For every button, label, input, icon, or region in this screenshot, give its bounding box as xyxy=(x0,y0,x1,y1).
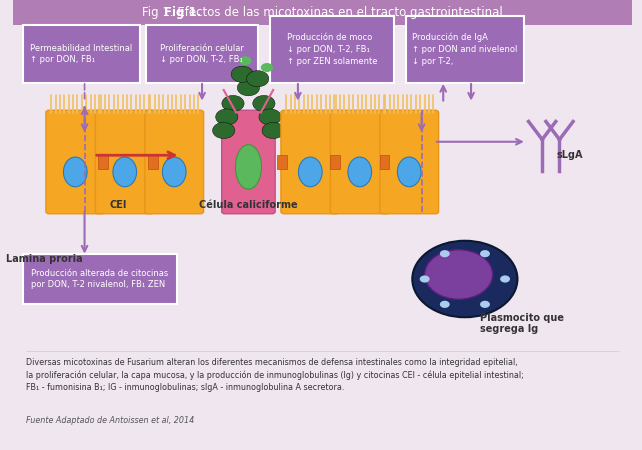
FancyBboxPatch shape xyxy=(221,110,275,214)
Text: Plasmocito que
segrega Ig: Plasmocito que segrega Ig xyxy=(480,313,564,334)
Text: Fuente Adaptado de Antoissen et al, 2014: Fuente Adaptado de Antoissen et al, 2014 xyxy=(26,416,194,425)
FancyBboxPatch shape xyxy=(22,25,140,83)
FancyBboxPatch shape xyxy=(406,16,524,83)
Ellipse shape xyxy=(397,157,421,187)
Text: Permeabilidad Intestinal
↑ por DON, FB₁: Permeabilidad Intestinal ↑ por DON, FB₁ xyxy=(30,44,133,64)
Circle shape xyxy=(480,301,490,308)
FancyBboxPatch shape xyxy=(380,110,438,214)
Ellipse shape xyxy=(162,157,186,187)
FancyBboxPatch shape xyxy=(46,110,105,214)
Circle shape xyxy=(424,250,492,299)
Ellipse shape xyxy=(348,157,372,187)
Bar xyxy=(148,155,157,169)
Circle shape xyxy=(253,95,275,112)
Circle shape xyxy=(231,66,254,82)
Circle shape xyxy=(420,275,429,283)
FancyBboxPatch shape xyxy=(270,16,394,83)
Text: Producción de moco
↓ por DON, T-2, FB₁
↑ por ZEN solamente: Producción de moco ↓ por DON, T-2, FB₁ ↑… xyxy=(287,33,377,66)
Circle shape xyxy=(213,122,235,139)
Circle shape xyxy=(247,71,269,87)
Text: Lamina proria: Lamina proria xyxy=(6,254,83,264)
Text: Diversas micotoxinas de Fusarium alteran los diferentes mecanismos de defensa in: Diversas micotoxinas de Fusarium alteran… xyxy=(26,358,524,392)
Text: sLgA: sLgA xyxy=(557,150,583,160)
FancyBboxPatch shape xyxy=(146,25,257,83)
Text: Fig 1. Efectos de las micotoxinas en el tracto gastrointestinal: Fig 1. Efectos de las micotoxinas en el … xyxy=(143,6,503,19)
Ellipse shape xyxy=(64,157,87,187)
FancyBboxPatch shape xyxy=(281,110,340,214)
Circle shape xyxy=(222,95,244,112)
Text: Producción alterada de citocinas
por DON, T-2 nivalenol, FB₁ ZEN: Producción alterada de citocinas por DON… xyxy=(31,269,169,289)
Circle shape xyxy=(259,109,281,125)
Circle shape xyxy=(440,250,450,257)
Circle shape xyxy=(238,80,259,96)
Bar xyxy=(330,155,340,169)
FancyBboxPatch shape xyxy=(331,110,389,214)
Bar xyxy=(98,155,108,169)
FancyBboxPatch shape xyxy=(96,110,154,214)
Text: CEI: CEI xyxy=(110,200,127,210)
Circle shape xyxy=(239,56,252,65)
Circle shape xyxy=(440,301,450,308)
Ellipse shape xyxy=(113,157,137,187)
Circle shape xyxy=(412,241,517,317)
Bar xyxy=(277,155,288,169)
Circle shape xyxy=(216,109,238,125)
Text: Célula caliciforme: Célula caliciforme xyxy=(199,200,298,210)
Bar xyxy=(379,155,390,169)
Circle shape xyxy=(262,122,284,139)
FancyBboxPatch shape xyxy=(22,254,177,304)
Circle shape xyxy=(480,250,490,257)
Text: Proliferación celular
↓ por DON, T-2, FB₁: Proliferación celular ↓ por DON, T-2, FB… xyxy=(160,44,244,64)
FancyBboxPatch shape xyxy=(13,0,632,25)
FancyBboxPatch shape xyxy=(145,110,204,214)
Ellipse shape xyxy=(236,144,261,189)
Text: Producción de IgA
↑ por DON and nivelenol
↓ por T-2,: Producción de IgA ↑ por DON and niveleno… xyxy=(412,33,517,66)
Ellipse shape xyxy=(299,157,322,187)
Text: Fig 1.: Fig 1. xyxy=(164,6,202,19)
Circle shape xyxy=(500,275,510,283)
Circle shape xyxy=(261,63,273,72)
